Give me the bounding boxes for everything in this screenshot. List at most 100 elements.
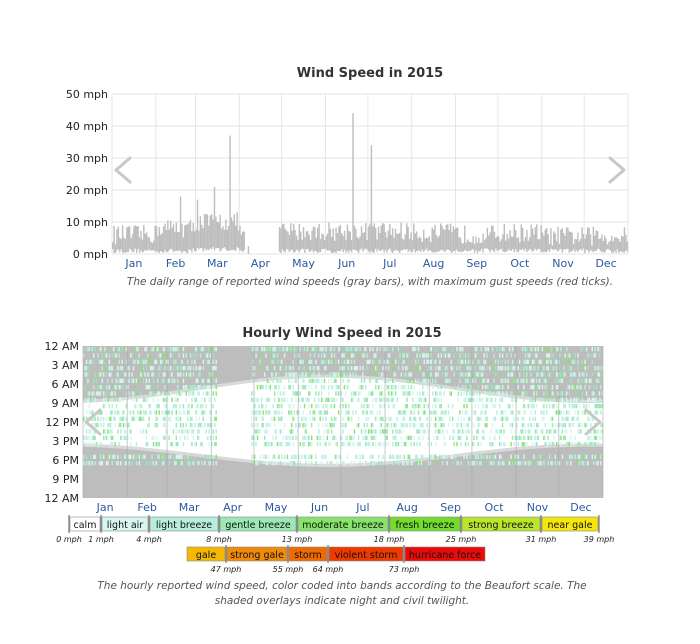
chart2-cell	[347, 347, 350, 352]
chart1-x-ticks: Jan Feb Mar Apr May Jun Jul Aug Sep Oct Nov Dec	[124, 257, 616, 270]
chart2-cell	[395, 442, 397, 447]
chart2-cell	[467, 359, 470, 364]
chart2-cell	[540, 359, 542, 364]
chart2-cell	[131, 461, 133, 466]
chart2-cell	[325, 353, 327, 358]
chart2-cell	[169, 353, 172, 358]
chart2-cell	[125, 435, 128, 440]
chart2-cell	[366, 404, 368, 409]
chart2-cell	[574, 372, 576, 377]
chart2-cell	[273, 429, 276, 434]
chart2-cell	[268, 397, 270, 402]
chart2-cell	[372, 442, 374, 447]
chart2-cell	[375, 385, 377, 390]
chart1-bar	[208, 225, 210, 251]
chart2-cell	[359, 385, 361, 390]
chart2-cell	[342, 378, 344, 383]
chart2-cell	[557, 461, 559, 466]
chart2-prev-arrow-icon[interactable]	[84, 408, 102, 436]
chart1-bar	[113, 225, 115, 254]
chart2-cell	[521, 416, 524, 421]
chart2-cell	[94, 461, 96, 466]
chart2-cell	[450, 359, 452, 364]
chart2-cell	[300, 454, 303, 459]
chart2-cell	[208, 461, 210, 466]
chart2-cell	[414, 378, 417, 383]
chart2-cell	[580, 385, 582, 390]
chart1-bar	[519, 242, 521, 250]
chart2-cell	[159, 366, 162, 371]
chart2-cell	[346, 416, 348, 421]
chart2-cell	[460, 442, 462, 447]
chart2-cell	[120, 461, 122, 466]
chart2-cell	[434, 391, 437, 396]
chart2-cell	[299, 461, 301, 466]
chart1-bar	[178, 231, 180, 251]
chart1-bar	[579, 239, 582, 249]
chart2-cell	[363, 397, 366, 402]
chart2-cell	[575, 461, 578, 466]
chart2-cell	[442, 372, 444, 377]
chart2-cell	[251, 442, 253, 447]
chart2-cell	[145, 359, 148, 364]
chart2-cell	[541, 397, 544, 402]
chart1-bar	[184, 225, 186, 252]
chart2-cell	[352, 410, 354, 415]
chart1-bar	[390, 234, 392, 252]
chart2-cell	[451, 366, 454, 371]
legend-threshold: 39 mph	[584, 535, 615, 544]
chart2-cell	[500, 378, 502, 383]
chart2-cell	[292, 359, 294, 364]
chart2-cell	[449, 378, 451, 383]
chart2-cell	[346, 347, 348, 352]
chart2-cell	[500, 366, 502, 371]
chart2-cell	[313, 416, 316, 421]
chart2-cell	[454, 385, 457, 390]
chart2-next-arrow-icon[interactable]	[584, 408, 602, 436]
chart2-cell	[175, 359, 178, 364]
chart2-cell	[406, 435, 408, 440]
chart1-bar	[182, 237, 185, 252]
chart2-cell	[295, 454, 297, 459]
chart2-cell	[387, 391, 390, 396]
chart2-cell	[214, 366, 216, 371]
chart2-cell	[501, 347, 504, 352]
chart2-cell	[382, 416, 384, 421]
chart2-cell	[480, 372, 482, 377]
chart1-bar	[162, 226, 165, 253]
chart2-cell	[370, 429, 373, 434]
chart2-cell	[577, 416, 579, 421]
chart2-cell	[208, 397, 210, 402]
chart2-cell	[172, 359, 175, 364]
chart2-cell	[318, 397, 320, 402]
chart1-bar	[536, 224, 538, 251]
chart2-cell	[484, 359, 487, 364]
chart2-cell	[439, 391, 441, 396]
chart2-cell	[127, 378, 129, 383]
chart2-cell	[353, 391, 356, 396]
chart2-cell	[543, 416, 545, 421]
chart2-cell	[366, 435, 368, 440]
chart1-bar	[218, 222, 220, 249]
chart2-cell	[138, 359, 140, 364]
chart2-cell	[544, 423, 547, 428]
chart1-bar	[456, 227, 459, 252]
chart1-bar	[137, 226, 139, 249]
chart2-cell	[172, 378, 175, 383]
chart2-cell	[279, 442, 282, 447]
chart1-bar	[348, 230, 350, 253]
chart2-cell	[403, 391, 405, 396]
chart2-cell	[436, 435, 438, 440]
chart2-cell	[444, 385, 447, 390]
chart2-cell	[149, 366, 152, 371]
chart2-cell	[165, 429, 168, 434]
chart1-prev-arrow-icon[interactable]	[114, 156, 132, 184]
chart2-cell	[198, 423, 200, 428]
chart2-cell	[325, 423, 327, 428]
chart2-cell	[422, 423, 424, 428]
chart2-cell	[568, 366, 571, 371]
chart2-cell	[120, 423, 122, 428]
chart2-cell	[543, 410, 545, 415]
chart1-next-arrow-icon[interactable]	[608, 156, 626, 184]
chart2-cell	[175, 410, 178, 415]
